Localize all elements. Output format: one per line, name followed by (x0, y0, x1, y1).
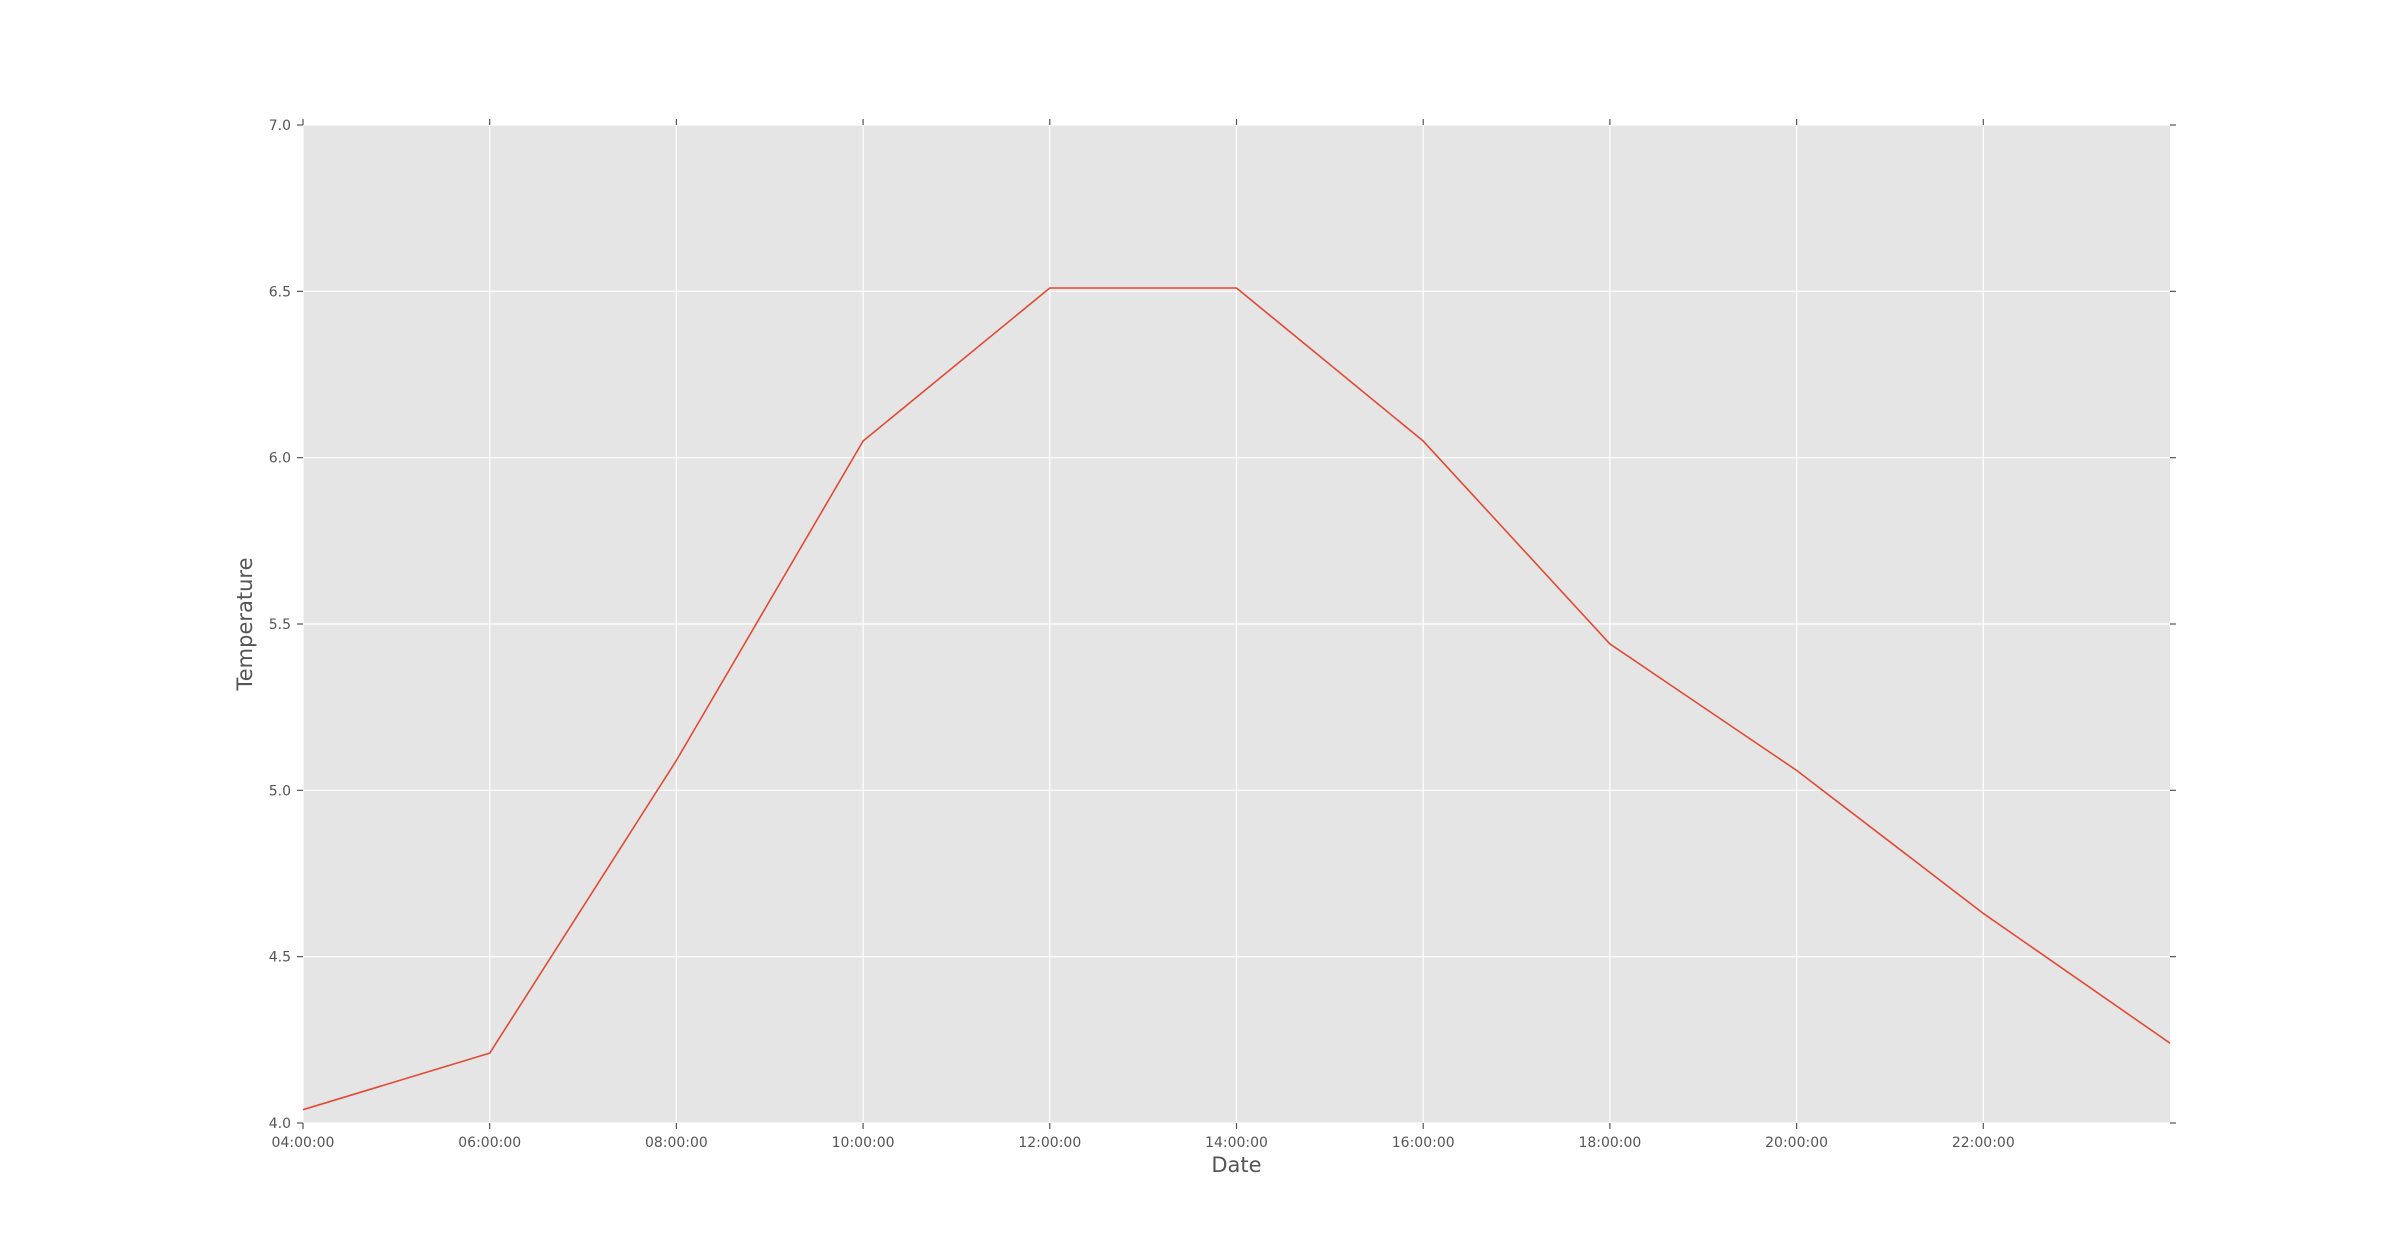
x-tick-label: 18:00:00 (1578, 1135, 1641, 1151)
y-tick-label: 7.0 (269, 118, 291, 134)
y-tick-labels: 4.0 4.5 5.0 5.5 6.0 6.5 7.0 (269, 118, 291, 1132)
x-tick-label: 06:00:00 (458, 1135, 521, 1151)
y-tick-label: 4.5 (269, 950, 291, 966)
y-axis-label: Temperature (233, 557, 257, 691)
y-tick-label: 5.0 (269, 783, 291, 799)
series-line-temperature (302, 287, 2171, 1111)
x-tick-label: 12:00:00 (1018, 1135, 1081, 1151)
y-tick-label: 4.0 (269, 1116, 291, 1132)
x-tick-label: 16:00:00 (1392, 1135, 1455, 1151)
y-tick-label: 5.5 (269, 617, 291, 633)
x-tick-label: 10:00:00 (832, 1135, 895, 1151)
x-tick-label: 22:00:00 (1952, 1135, 2015, 1151)
x-tick-label: 14:00:00 (1205, 1135, 1268, 1151)
x-tick-labels: 04:00:00 06:00:00 08:00:00 10:00:00 12:00:00… (272, 1135, 2015, 1151)
x-tick-label: 20:00:00 (1765, 1135, 1828, 1151)
x-tick-label: 04:00:00 (272, 1135, 335, 1151)
series-layer (302, 287, 2171, 1111)
y-tick-label: 6.0 (269, 451, 291, 467)
x-tick-label: 08:00:00 (645, 1135, 708, 1151)
axis-ticks (297, 119, 2176, 1129)
x-axis-label: Date (1211, 1153, 1261, 1177)
y-tick-label: 6.5 (269, 284, 291, 300)
